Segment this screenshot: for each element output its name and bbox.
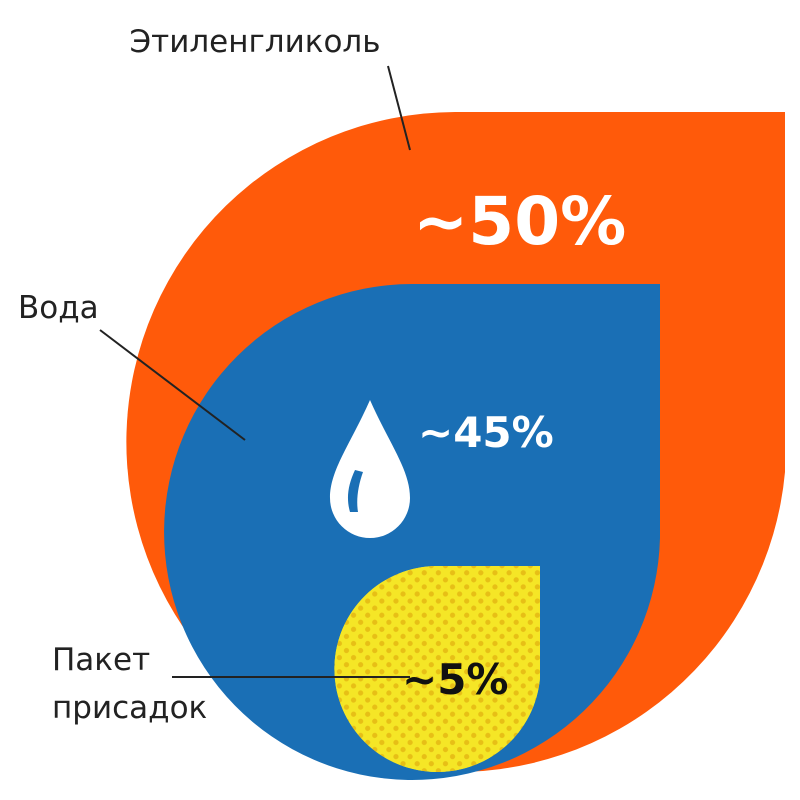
glycol-label: Этиленгликоль <box>129 24 380 60</box>
additive-drop <box>334 566 540 772</box>
glycol-value-label: ~50% <box>413 183 626 260</box>
water-label: Вода <box>18 290 99 326</box>
water-value-label: ~45% <box>418 408 554 457</box>
water-drop-icon <box>330 400 410 538</box>
additive-value-label: ~5% <box>402 655 509 704</box>
glycol-callout-line <box>387 65 411 151</box>
additive-label-line-1: Пакет <box>52 642 150 678</box>
additive-label-line-2: присадок <box>52 690 207 726</box>
water-callout-line <box>99 329 246 441</box>
